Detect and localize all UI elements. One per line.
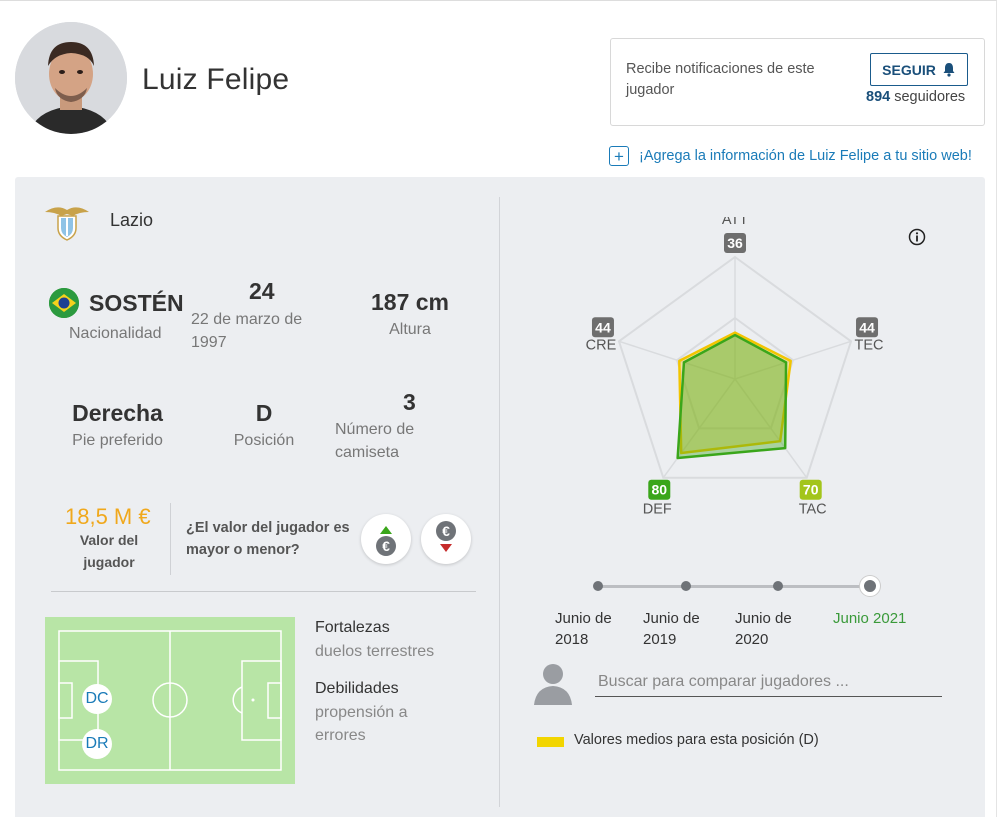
market-value: 18,5 M € <box>65 504 151 529</box>
svg-text:€: € <box>382 538 390 554</box>
radar-value-cre: 44 <box>595 319 611 335</box>
height-stat: 187 cm Altura <box>350 289 470 341</box>
player-info-panel: Lazio SOSTÉN Nacionalidad 24 22 de marzo… <box>15 177 985 817</box>
timeline-dot-2021[interactable] <box>860 576 880 596</box>
embed-link-text: ¡Agrega la información de Luiz Felipe a … <box>639 148 972 164</box>
radar-value-tec: 44 <box>859 319 875 335</box>
lazio-crest-icon <box>45 207 89 241</box>
radar-series-average <box>678 331 792 455</box>
radar-spoke-4 <box>618 340 736 380</box>
timeline-label-2020[interactable]: Junio de 2020 <box>735 610 792 648</box>
pitch-lines <box>58 630 282 771</box>
radar-spoke-2 <box>734 378 808 479</box>
timeline-label-2021[interactable]: Junio 2021 <box>833 610 907 627</box>
birth-date: 22 de marzo de 1997 <box>191 311 303 351</box>
follow-button[interactable]: SEGUIR <box>870 53 968 86</box>
weaknesses-title: Debilidades <box>315 680 399 697</box>
value-up-button[interactable]: € <box>361 514 411 564</box>
shirt-value: 3 <box>403 389 416 415</box>
nationality-stat: SOSTÉN Nacionalidad <box>49 288 189 345</box>
radar-badge-tec <box>856 317 879 338</box>
legend-text: Valores medios para esta posición (D) <box>574 732 819 748</box>
timeline-label-2019[interactable]: Junio de 2019 <box>643 610 700 648</box>
shirt-stat: 3 Número de camiseta <box>335 389 485 464</box>
weaknesses-text: propensión a errores <box>315 704 408 744</box>
age-stat: 24 22 de marzo de 1997 <box>191 278 331 354</box>
euro-down-icon: € <box>436 521 456 552</box>
svg-text:€: € <box>442 523 450 539</box>
market-question: ¿El valor del jugador es mayor o menor? <box>186 520 350 558</box>
radar-value-att: 36 <box>727 235 743 251</box>
timeline-dot-2020[interactable] <box>773 581 783 591</box>
strengths-title: Fortalezas <box>315 619 390 636</box>
plus-icon: + <box>609 146 629 166</box>
height-label: Altura <box>389 321 431 338</box>
radar-axis-label-att: ATT <box>722 217 748 228</box>
radar-grid-ring-1 <box>675 316 795 430</box>
foot-stat: Derecha Pie preferido <box>55 400 180 452</box>
nationality-label: Nacionalidad <box>69 325 162 342</box>
strengths-text: duelos terrestres <box>315 643 435 660</box>
player-name: Luiz Felipe <box>142 63 290 96</box>
shirt-label: Número de camiseta <box>335 421 415 461</box>
position-label: Posición <box>233 432 295 449</box>
timeline-track <box>598 585 871 588</box>
radar-axis-label-tec: TEC <box>855 337 884 353</box>
radar-series-player <box>676 333 788 460</box>
radar-badge-att <box>724 233 746 253</box>
market-divider <box>170 503 171 575</box>
market-value-label: Valor del jugador <box>79 532 139 570</box>
radar-axis-label-cre: CRE <box>586 337 617 353</box>
section-divider <box>51 591 476 592</box>
followers-count: 894 seguidores <box>866 89 966 105</box>
radar-badge-tac <box>799 479 822 500</box>
follow-button-label: SEGUIR <box>882 61 936 78</box>
position-chip-dc: DC <box>82 684 112 714</box>
bell-icon <box>943 63 955 77</box>
position-pitch: DC DR <box>45 617 295 784</box>
attribute-radar-chart: 36 ATT 44 TEC 70 TAC 80 DEF 44 CRE <box>586 217 884 518</box>
nationality-value: SOSTÉN <box>89 289 184 316</box>
position-value: D <box>255 400 273 426</box>
height-value: 187 cm <box>370 289 449 315</box>
legend-swatch <box>537 737 564 747</box>
embed-link[interactable]: + ¡Agrega la información de Luiz Felipe … <box>609 146 972 166</box>
position-stat: D Posición <box>219 400 309 452</box>
value-down-button[interactable]: € <box>421 514 471 564</box>
radar-axis-label-def: DEF <box>643 502 672 518</box>
compare-search-input[interactable] <box>595 667 942 697</box>
age-value: 24 <box>249 278 275 304</box>
radar-value-def: 80 <box>652 482 668 498</box>
timeline-label-2018[interactable]: Junio de 2018 <box>555 610 612 648</box>
timeline-dot-2019[interactable] <box>681 581 691 591</box>
notification-text: Recibe notificaciones de este jugador <box>626 61 815 98</box>
radar-spoke-1 <box>734 340 852 380</box>
radar-grid-ring-0 <box>617 255 853 479</box>
brazil-flag-icon <box>49 288 79 318</box>
club-name: Lazio <box>110 210 154 230</box>
radar-axis-label-tac: TAC <box>799 502 827 518</box>
radar-spoke-3 <box>662 378 736 479</box>
notification-box: Recibe notificaciones de este jugador SE… <box>610 38 985 126</box>
panel-divider <box>499 197 500 807</box>
euro-up-icon: € <box>376 526 396 556</box>
foot-label: Pie preferido <box>72 432 163 449</box>
foot-value: Derecha <box>72 400 163 426</box>
radar-badge-def <box>648 479 671 500</box>
timeline-dot-2018[interactable] <box>593 581 603 591</box>
radar-badge-cre <box>591 317 614 338</box>
radar-value-tac: 70 <box>803 482 819 498</box>
position-chip-dr: DR <box>82 729 112 759</box>
info-icon[interactable] <box>908 228 926 246</box>
user-silhouette-icon <box>534 664 572 705</box>
player-avatar <box>15 22 127 134</box>
